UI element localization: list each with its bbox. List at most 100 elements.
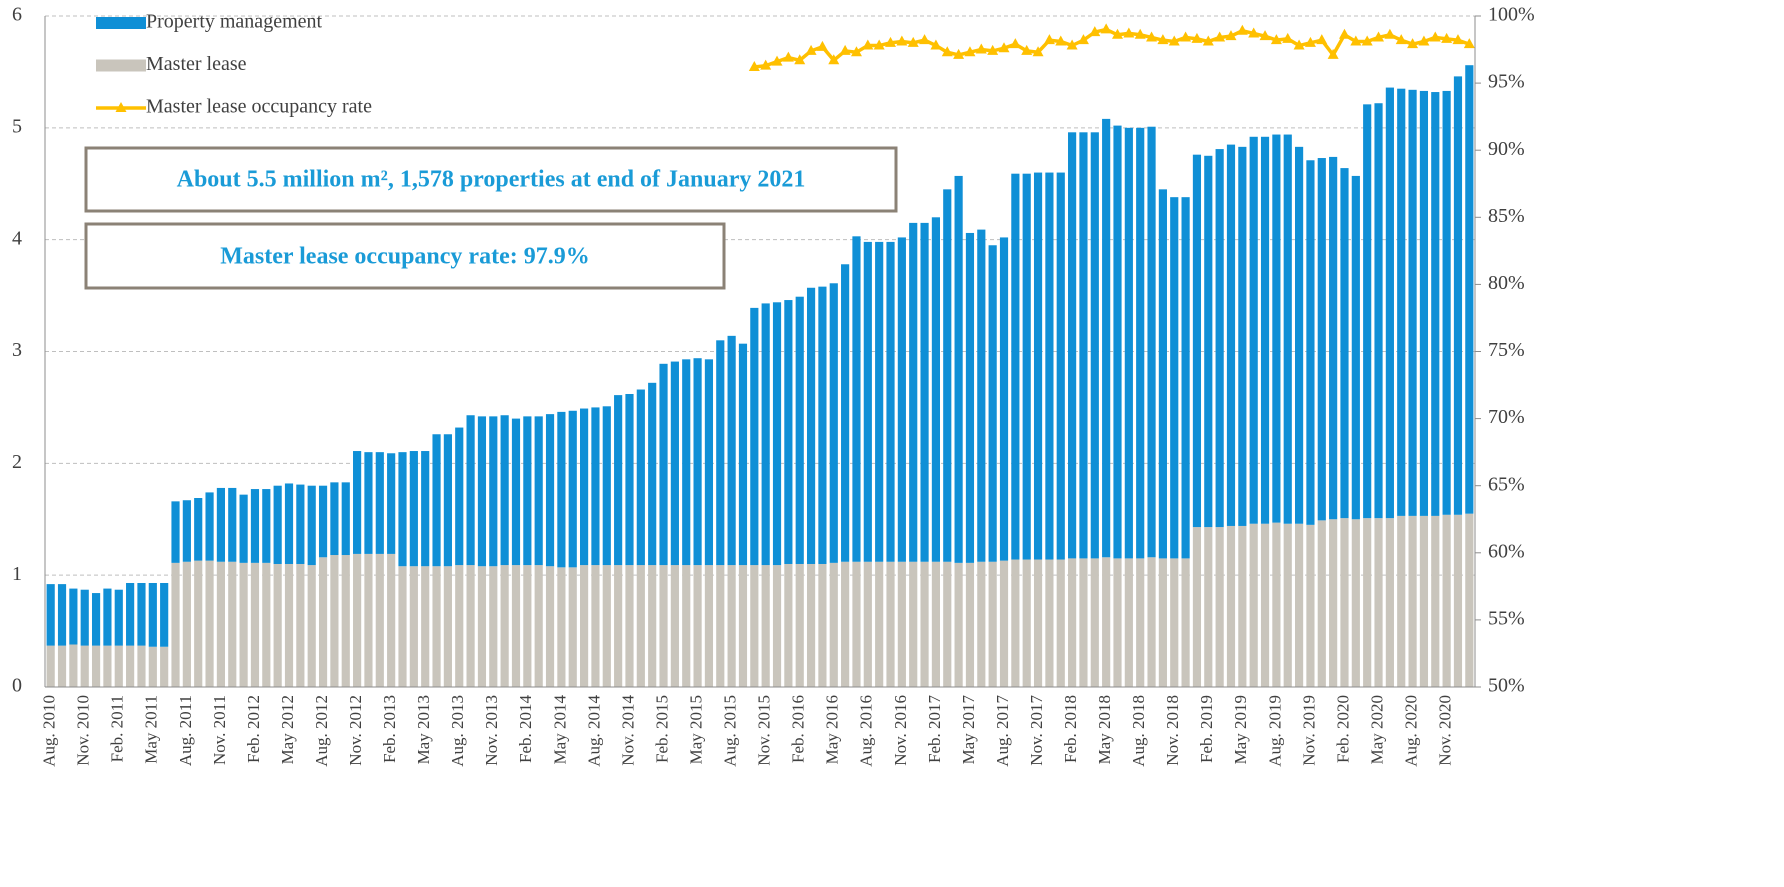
bar-segment xyxy=(1124,558,1133,687)
bar-segment xyxy=(761,565,770,687)
bar-segment xyxy=(80,589,89,646)
x-tick-label: Feb. 2013 xyxy=(380,695,399,763)
bar-segment xyxy=(182,500,191,562)
bar-segment xyxy=(375,452,384,554)
line-marker xyxy=(1021,44,1033,55)
bar-segment xyxy=(852,561,861,687)
bar-segment xyxy=(977,229,986,562)
line-marker xyxy=(1055,35,1067,46)
bar-segment xyxy=(1397,88,1406,516)
bar-segment xyxy=(1408,515,1417,687)
line-marker xyxy=(1191,32,1203,43)
x-tick-label: May 2013 xyxy=(414,695,433,764)
x-tick-label: Feb. 2014 xyxy=(516,695,535,764)
bar-segment xyxy=(171,562,180,687)
bar-segment xyxy=(364,452,373,554)
bar-segment xyxy=(784,563,793,687)
bar-segment xyxy=(318,557,328,687)
bar-segment xyxy=(602,406,611,566)
bar-segment xyxy=(1113,125,1122,559)
bar-segment xyxy=(670,565,679,687)
bar-segment xyxy=(1226,525,1236,687)
bar-segment xyxy=(511,418,521,566)
bar-segment xyxy=(1249,523,1258,687)
bar-segment xyxy=(897,561,906,687)
line-marker xyxy=(839,44,851,55)
line-marker xyxy=(850,46,862,57)
y2-tick-label: 55% xyxy=(1488,607,1525,629)
bar-segment xyxy=(1374,103,1383,519)
bar-segment xyxy=(1045,559,1054,687)
line-marker xyxy=(1441,32,1453,43)
x-tick-label: May 2018 xyxy=(1095,695,1114,764)
line-marker xyxy=(748,60,760,71)
bar-segment xyxy=(591,407,600,566)
bar-segment xyxy=(909,222,918,562)
bar-segment xyxy=(387,453,396,554)
line-marker xyxy=(1452,34,1464,45)
bar-segment xyxy=(1045,172,1054,560)
bar-segment xyxy=(341,555,350,687)
bar-segment xyxy=(1215,527,1224,687)
bar-segment xyxy=(1090,558,1099,687)
bar-segment xyxy=(1419,515,1429,687)
x-tick-label: Nov. 2015 xyxy=(755,695,774,766)
bar-segment xyxy=(239,562,248,687)
bar-segment xyxy=(523,416,532,566)
x-tick-label: Nov. 2014 xyxy=(618,695,637,766)
bar-segment xyxy=(114,589,123,646)
bar-segment xyxy=(228,487,237,562)
line-marker xyxy=(1089,26,1101,37)
x-tick-label: Aug. 2013 xyxy=(448,695,467,767)
bar-segment xyxy=(148,646,157,687)
line-marker xyxy=(1338,28,1350,39)
bar-segment xyxy=(250,489,260,563)
line-marker xyxy=(885,36,897,47)
bar-segment xyxy=(1079,558,1088,687)
bar-segment xyxy=(1181,558,1190,687)
line-marker xyxy=(873,39,885,50)
bar-segment xyxy=(693,358,702,566)
bar-segment xyxy=(466,415,475,566)
bar-segment xyxy=(409,566,418,687)
bar-segment xyxy=(1113,558,1122,687)
bar-segment xyxy=(1022,173,1031,560)
line-marker xyxy=(1168,35,1180,46)
bar-segment xyxy=(489,566,498,687)
line-marker xyxy=(998,42,1010,53)
bar-segment xyxy=(375,553,384,687)
bar-segment xyxy=(1102,557,1111,687)
x-tick-label: Aug. 2012 xyxy=(312,695,331,767)
bar-segment xyxy=(1283,134,1292,524)
bar-segment xyxy=(704,359,714,566)
bar-segment xyxy=(466,565,475,687)
y-tick-label: 3 xyxy=(12,339,22,361)
line-marker xyxy=(1225,30,1237,41)
bar-segment xyxy=(1215,149,1224,528)
bar-segment xyxy=(965,562,975,687)
bar-segment xyxy=(511,565,521,687)
bar-segment xyxy=(931,217,940,562)
x-tick-label: Aug. 2015 xyxy=(721,695,740,767)
bar-segment xyxy=(1158,558,1167,687)
y2-tick-label: 60% xyxy=(1488,540,1525,562)
bar-segment xyxy=(1419,90,1429,516)
bar-segment xyxy=(750,565,759,687)
line-marker xyxy=(760,59,772,70)
x-tick-label: May 2011 xyxy=(142,695,161,764)
bar-segment xyxy=(738,343,748,566)
bar-segment xyxy=(1090,132,1099,559)
line-marker xyxy=(1316,34,1328,45)
bar-segment xyxy=(182,561,191,687)
bar-segment xyxy=(920,561,929,687)
x-tick-label: Aug. 2016 xyxy=(857,695,876,767)
bar-segment xyxy=(57,645,67,687)
bar-segment xyxy=(432,434,441,567)
bar-segment xyxy=(625,565,634,687)
bar-segment xyxy=(205,492,214,561)
line-marker xyxy=(1202,35,1214,46)
y2-tick-label: 70% xyxy=(1488,406,1525,428)
x-tick-label: May 2015 xyxy=(686,695,705,764)
bar-segment xyxy=(602,565,611,687)
bar-segment xyxy=(489,416,498,567)
